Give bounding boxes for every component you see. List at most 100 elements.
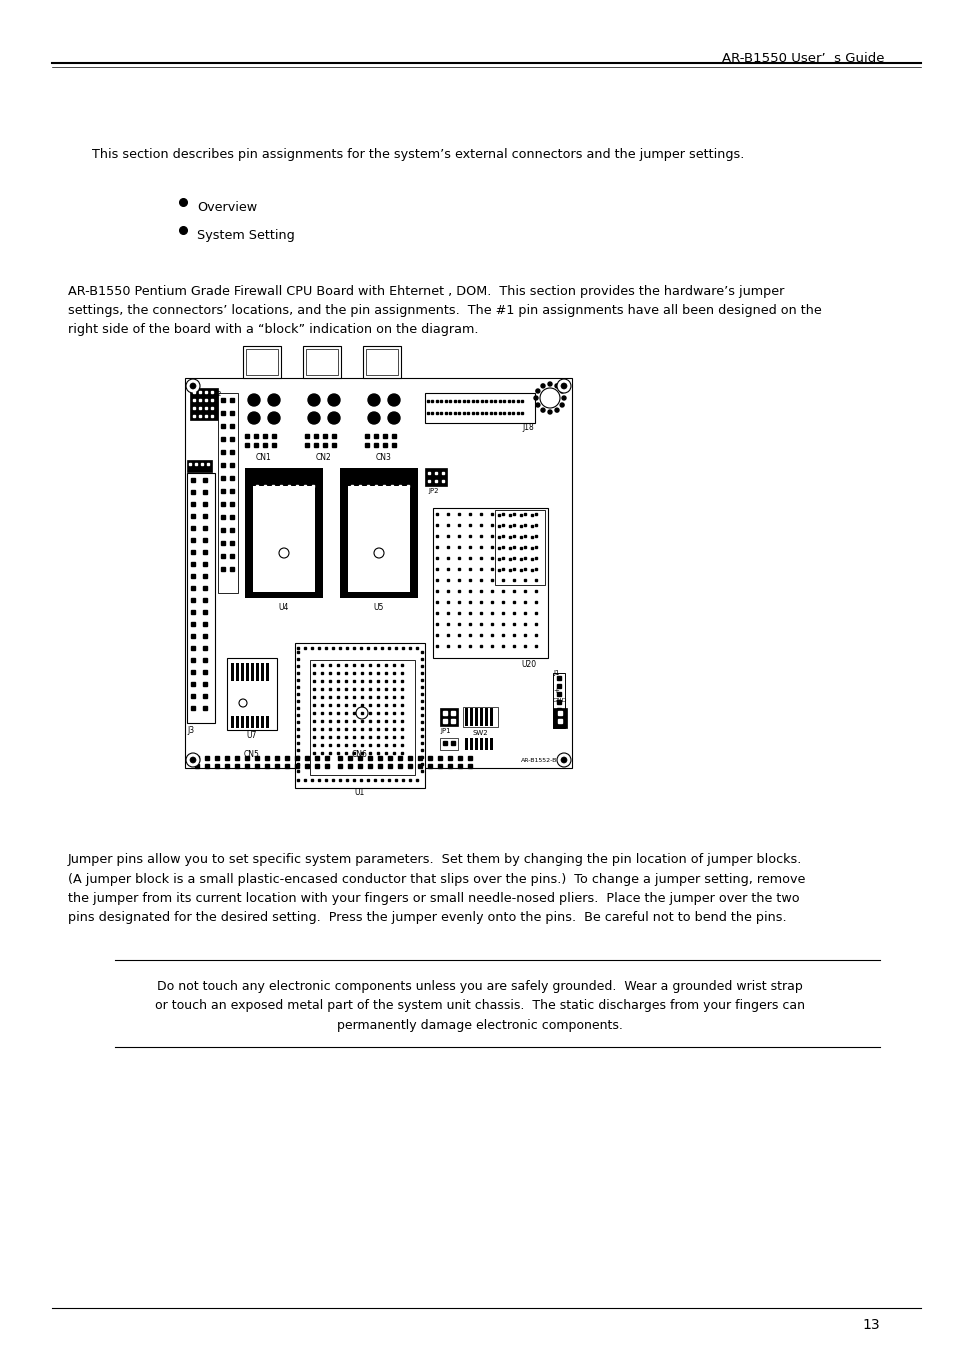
Circle shape (186, 753, 200, 767)
Bar (424, 467, 447, 486)
Circle shape (540, 408, 544, 412)
Bar (255, 663, 258, 681)
Text: U20: U20 (521, 661, 537, 669)
Text: J2: J2 (214, 390, 221, 397)
Bar (424, 393, 535, 423)
Circle shape (547, 409, 552, 413)
Bar (475, 738, 477, 750)
Circle shape (559, 389, 563, 393)
Bar (495, 509, 544, 585)
Text: permanently damage electronic components.: permanently damage electronic components… (336, 1019, 622, 1032)
Bar (266, 716, 269, 728)
Text: pins designated for the desired setting.  Press the jumper evenly onto the pins.: pins designated for the desired setting.… (68, 912, 786, 924)
Circle shape (190, 382, 195, 389)
Text: right side of the board with a “block” indication on the diagram.: right side of the board with a “block” i… (68, 323, 478, 336)
Bar (245, 467, 323, 598)
Text: This section describes pin assignments for the system’s external connectors and : This section describes pin assignments f… (91, 149, 743, 161)
Bar (187, 473, 214, 723)
Circle shape (388, 394, 399, 407)
Circle shape (268, 412, 280, 424)
Bar (366, 349, 397, 376)
Bar (470, 738, 473, 750)
Text: CN2: CN2 (315, 453, 332, 462)
Text: SW2: SW2 (472, 730, 487, 736)
Text: AR-B1550 Pentium Grade Firewall CPU Board with Ehternet , DOM.  This section pro: AR-B1550 Pentium Grade Firewall CPU Boar… (68, 285, 783, 299)
Circle shape (536, 403, 539, 407)
Circle shape (555, 384, 558, 388)
Circle shape (368, 394, 379, 407)
Circle shape (555, 408, 558, 412)
Circle shape (388, 412, 399, 424)
Bar (462, 707, 497, 727)
Text: U5: U5 (374, 603, 384, 612)
Bar (470, 708, 473, 725)
Circle shape (540, 384, 544, 388)
Circle shape (561, 396, 565, 400)
Circle shape (328, 412, 339, 424)
Text: Do not touch any electronic components unless you are safely grounded.  Wear a g: Do not touch any electronic components u… (157, 979, 802, 993)
Circle shape (308, 394, 319, 407)
Bar (490, 708, 493, 725)
Circle shape (560, 757, 566, 763)
Text: J4: J4 (187, 384, 193, 390)
Bar (190, 388, 218, 420)
Bar (303, 346, 340, 378)
Text: Jumper pins allow you to set specific system parameters.  Set them by changing t: Jumper pins allow you to set specific sy… (68, 852, 801, 866)
Bar (231, 716, 233, 728)
Bar (479, 708, 482, 725)
Bar (464, 738, 468, 750)
Bar (475, 708, 477, 725)
Circle shape (186, 380, 200, 393)
Bar (439, 708, 457, 725)
Text: JP2: JP2 (428, 488, 438, 494)
Text: System Setting: System Setting (196, 230, 294, 242)
Bar (464, 708, 468, 725)
Circle shape (248, 394, 260, 407)
Bar (251, 716, 253, 728)
Bar (294, 643, 424, 788)
Bar (253, 474, 314, 592)
Text: J1: J1 (553, 670, 558, 676)
Bar (433, 508, 547, 658)
Text: J3: J3 (187, 725, 193, 735)
Bar (243, 346, 281, 378)
Bar (306, 349, 337, 376)
Bar (255, 716, 258, 728)
Bar (251, 663, 253, 681)
Bar (235, 716, 239, 728)
Bar (235, 663, 239, 681)
Bar (339, 467, 417, 598)
Text: Overview: Overview (196, 201, 257, 213)
Circle shape (536, 389, 539, 393)
Circle shape (355, 707, 368, 719)
Bar (484, 738, 488, 750)
Bar (253, 474, 314, 486)
Bar (310, 661, 415, 775)
Text: JP1: JP1 (439, 728, 450, 734)
Bar (479, 738, 482, 750)
Bar (266, 663, 269, 681)
Circle shape (374, 549, 384, 558)
Circle shape (248, 412, 260, 424)
Text: the jumper from its current location with your fingers or small needle-nosed pli: the jumper from its current location wit… (68, 892, 799, 905)
Bar (363, 346, 400, 378)
Bar (241, 663, 244, 681)
Bar (187, 459, 212, 471)
Circle shape (534, 396, 537, 400)
Bar (227, 658, 276, 730)
Text: AR-B1550 User’  s Guide: AR-B1550 User’ s Guide (721, 51, 884, 65)
Circle shape (557, 380, 571, 393)
Text: CN6: CN6 (352, 750, 368, 759)
Text: CN3: CN3 (375, 453, 392, 462)
Text: CN1: CN1 (255, 453, 272, 462)
Bar (348, 474, 410, 592)
Text: settings, the connectors’ locations, and the pin assignments.  The #1 pin assign: settings, the connectors’ locations, and… (68, 304, 821, 317)
Circle shape (557, 753, 571, 767)
Bar (246, 716, 249, 728)
Text: U1: U1 (355, 788, 365, 797)
Circle shape (539, 388, 559, 408)
Circle shape (368, 412, 379, 424)
Bar (348, 474, 410, 486)
Text: (A jumper block is a small plastic-encased conductor that slips over the pins.) : (A jumper block is a small plastic-encas… (68, 873, 804, 885)
Bar (241, 716, 244, 728)
